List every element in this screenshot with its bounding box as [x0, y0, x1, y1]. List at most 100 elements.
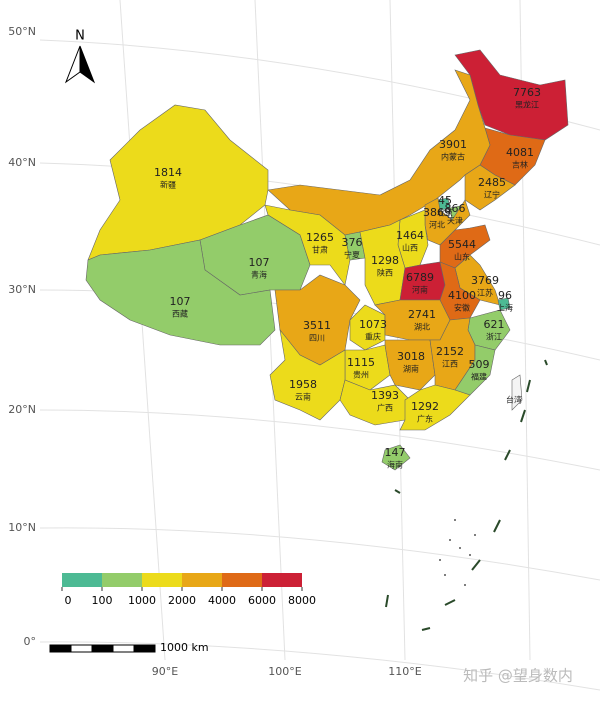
region-name: 山西 — [402, 243, 418, 253]
region-value: 147 — [385, 446, 406, 459]
region-name: 湖北 — [414, 323, 430, 332]
legend-swatch — [142, 573, 182, 587]
scale-bar — [49, 644, 156, 653]
region-name: 甘肃 — [312, 245, 328, 255]
lat-label: 0° — [24, 635, 37, 648]
region-value: 1073 — [359, 318, 387, 331]
lon-label: 100°E — [268, 665, 301, 678]
legend-swatch — [102, 573, 142, 587]
region-value: 45 — [438, 194, 452, 207]
region-value: 3769 — [471, 274, 499, 287]
region-name: 江苏 — [477, 288, 493, 298]
region-value: 3511 — [303, 319, 331, 332]
region-value: 621 — [484, 318, 505, 331]
province — [464, 164, 516, 211]
province — [511, 374, 523, 411]
region-value: 4100 — [448, 289, 476, 302]
graticule-labels: 50°N 40°N 30°N 20°N 10°N 0° 90°E 100°E 110°E — [8, 25, 422, 678]
region-value: 1814 — [154, 166, 182, 179]
legend-label: 2000 — [168, 594, 196, 607]
region-name: 河北 — [429, 220, 445, 230]
legend-swatch — [222, 573, 262, 587]
region-name: 辽宁 — [484, 190, 500, 200]
island-dots — [439, 519, 476, 586]
region-name: 陕西 — [377, 268, 393, 278]
legend-label: 8000 — [288, 594, 316, 607]
province — [381, 444, 411, 471]
region-value: 2741 — [408, 308, 436, 321]
region-value: 4081 — [506, 146, 534, 159]
region-name: 西藏 — [172, 309, 188, 319]
region-name: 海南 — [387, 460, 403, 470]
region-name: 上海 — [497, 303, 513, 313]
region-name: 内蒙古 — [441, 152, 465, 162]
region-name: 广东 — [417, 414, 433, 424]
region-value: 3901 — [439, 138, 467, 151]
region-value: 1265 — [306, 231, 334, 244]
lat-label: 20°N — [8, 403, 36, 416]
region-value: 866 — [445, 202, 466, 215]
region-value: 1958 — [289, 378, 317, 391]
region-value: 2485 — [478, 176, 506, 189]
watermark: 知乎 @望身数内 — [463, 667, 573, 685]
region-name: 吉林 — [512, 160, 528, 170]
lon-label: 90°E — [152, 665, 178, 678]
legend-swatch — [182, 573, 222, 587]
region-name: 台湾 — [506, 395, 522, 405]
legend-swatch — [62, 573, 102, 587]
region-value: 107 — [170, 295, 191, 308]
province — [424, 197, 471, 246]
region-name: 山东 — [454, 252, 470, 262]
region-value: 3869 — [423, 206, 451, 219]
region-name: 青海 — [251, 270, 267, 280]
region-value: 1393 — [371, 389, 399, 402]
region-name: 宁夏 — [344, 250, 360, 260]
north-label: N — [75, 29, 85, 44]
region-value: 1115 — [347, 356, 375, 369]
region-value: 96 — [498, 289, 512, 302]
region-name: 天津 — [447, 216, 463, 226]
region-name: 河南 — [412, 285, 428, 295]
legend-swatch — [262, 573, 302, 587]
province — [339, 379, 411, 426]
region-value: 7763 — [513, 86, 541, 99]
north-arrow: N — [64, 29, 96, 84]
province — [269, 328, 346, 421]
region-value: 3018 — [397, 350, 425, 363]
region-value: 376 — [342, 236, 363, 249]
region-value: 5544 — [448, 238, 476, 251]
region-name: 北京 — [437, 208, 453, 218]
legend: 0 100 1000 2000 4000 6000 8000 — [61, 573, 316, 607]
region-name: 四川 — [309, 334, 325, 343]
region-name: 江西 — [442, 360, 458, 369]
region-value: 107 — [249, 256, 270, 269]
region-name: 云南 — [295, 392, 311, 402]
legend-label: 4000 — [208, 594, 236, 607]
legend-label: 100 — [92, 594, 113, 607]
region-name: 安徽 — [454, 303, 470, 313]
province — [399, 384, 471, 431]
region-name: 黑龙江 — [515, 100, 539, 110]
region-name: 贵州 — [353, 370, 369, 380]
region-name: 湖南 — [403, 364, 419, 374]
legend-label: 0 — [65, 594, 72, 607]
region-name: 浙江 — [486, 332, 502, 342]
region-value: 1298 — [371, 254, 399, 267]
lon-label: 110°E — [388, 665, 421, 678]
province — [497, 297, 511, 311]
region-name: 新疆 — [160, 180, 176, 190]
south-sea-islands — [385, 359, 548, 631]
region-name: 广西 — [377, 403, 393, 413]
province — [85, 239, 276, 346]
lat-label: 10°N — [8, 521, 36, 534]
scale-label: 1000 km — [160, 641, 209, 654]
region-value: 2152 — [436, 345, 464, 358]
region-value: 1464 — [396, 229, 424, 242]
region-name: 福建 — [471, 372, 487, 382]
region-value: 1292 — [411, 400, 439, 413]
region-value: 6789 — [406, 271, 434, 284]
lat-label: 30°N — [8, 283, 36, 296]
lat-label: 50°N — [8, 25, 36, 38]
